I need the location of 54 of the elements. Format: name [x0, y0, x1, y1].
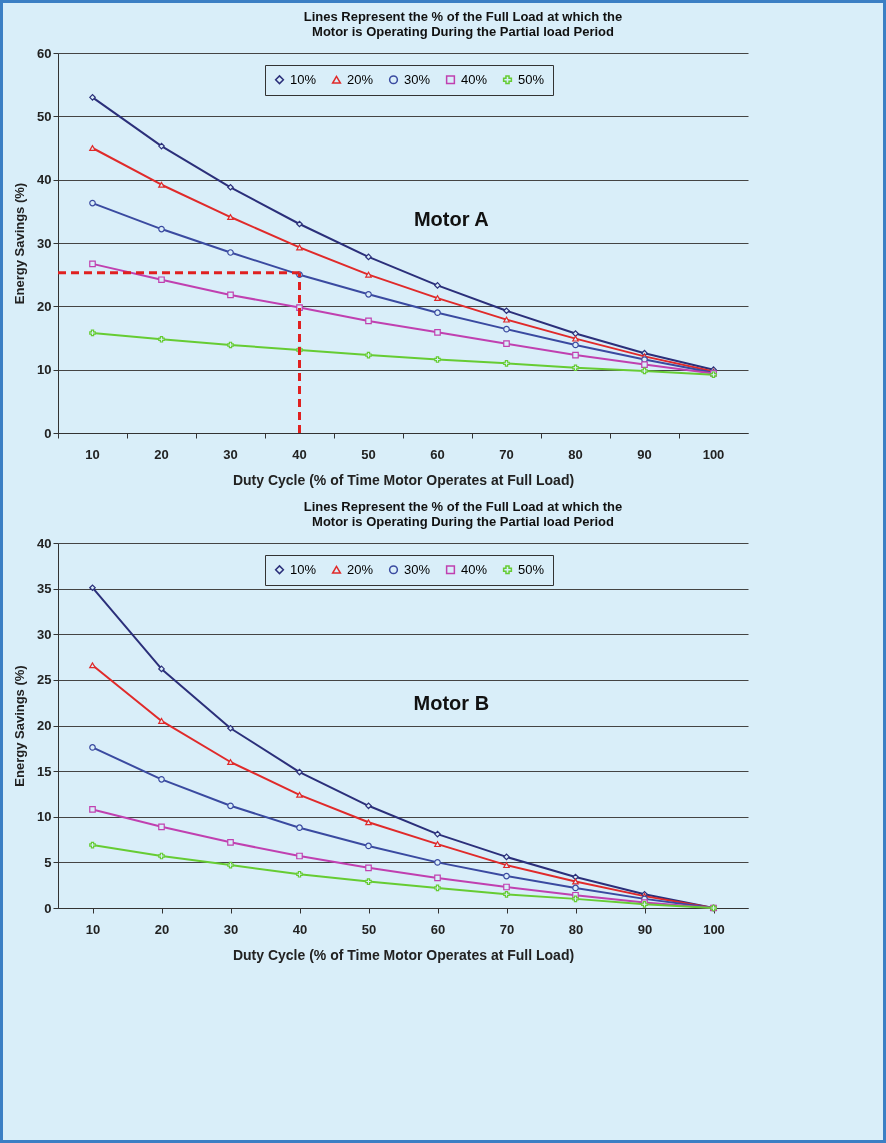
x-tick-label: 80: [568, 921, 584, 937]
x-tick-label: 20: [154, 921, 170, 937]
x-tick-label: 100: [702, 446, 725, 462]
x-tick-label: 60: [430, 921, 446, 937]
x-tick-label: 50: [361, 446, 376, 462]
x-tick-label: 30: [223, 446, 238, 462]
x-axis-title: Duty Cycle (% of Time Motor Operates at Full Load): [232, 471, 575, 488]
y-tick-label: 20: [37, 298, 52, 314]
y-tick-label: 0: [44, 900, 52, 916]
y-tick-label: 0: [44, 425, 52, 441]
y-tick-label: 20: [37, 718, 52, 733]
annotation: Motor A: [413, 208, 489, 231]
x-tick-label: 40: [292, 921, 308, 937]
legend-label: 40%: [461, 71, 488, 87]
chart-title: Lines Represent the % of the Full Load at which the Motor is Operating During the Partial load Period: [303, 499, 623, 529]
y-tick-label: 30: [37, 235, 52, 251]
y-tick-label: 25: [37, 672, 52, 688]
legend-label: 20%: [347, 561, 374, 577]
y-tick-label: 10: [37, 809, 52, 825]
y-tick-label: 60: [37, 45, 52, 61]
legend-label: 50%: [518, 71, 545, 87]
y-tick-label: 50: [37, 108, 52, 124]
chart-title: Lines Represent the % of the Full Load at which the Motor is Operating During the Partial load Period: [303, 9, 623, 39]
y-tick-label: 40: [37, 172, 52, 188]
annotation: Motor B: [413, 691, 490, 714]
y-tick-label: 10: [37, 362, 52, 378]
legend-label: 50%: [518, 561, 545, 577]
y-axis-title: Energy Savings (%): [12, 182, 28, 305]
y-tick-label: 15: [37, 763, 52, 779]
x-tick-label: 10: [85, 446, 100, 462]
x-axis-title: Duty Cycle (% of Time Motor Operates at Full Load): [232, 946, 575, 963]
legend-label: 20%: [347, 71, 374, 87]
x-tick-label: 80: [568, 446, 583, 462]
x-tick-label: 90: [637, 921, 653, 937]
x-tick-label: 20: [154, 446, 169, 462]
x-tick-label: 40: [292, 446, 307, 462]
x-tick-label: 50: [361, 921, 377, 937]
y-axis-title: Energy Savings (%): [12, 665, 28, 787]
legend-label: 30%: [404, 561, 431, 577]
legend-label: 10%: [290, 71, 317, 87]
legend-label: 10%: [290, 561, 317, 577]
x-tick-label: 70: [499, 446, 514, 462]
x-tick-label: 10: [85, 921, 101, 937]
x-tick-label: 100: [703, 921, 725, 937]
y-tick-label: 30: [37, 626, 52, 642]
legend-label: 30%: [404, 71, 431, 87]
x-tick-label: 70: [499, 921, 515, 937]
x-tick-label: 60: [430, 446, 445, 462]
x-tick-label: 90: [637, 446, 652, 462]
legend-label: 40%: [461, 561, 488, 577]
y-tick-label: 5: [44, 854, 52, 870]
x-tick-label: 30: [223, 921, 239, 937]
y-tick-label: 35: [37, 581, 52, 597]
y-tick-label: 40: [37, 535, 52, 551]
